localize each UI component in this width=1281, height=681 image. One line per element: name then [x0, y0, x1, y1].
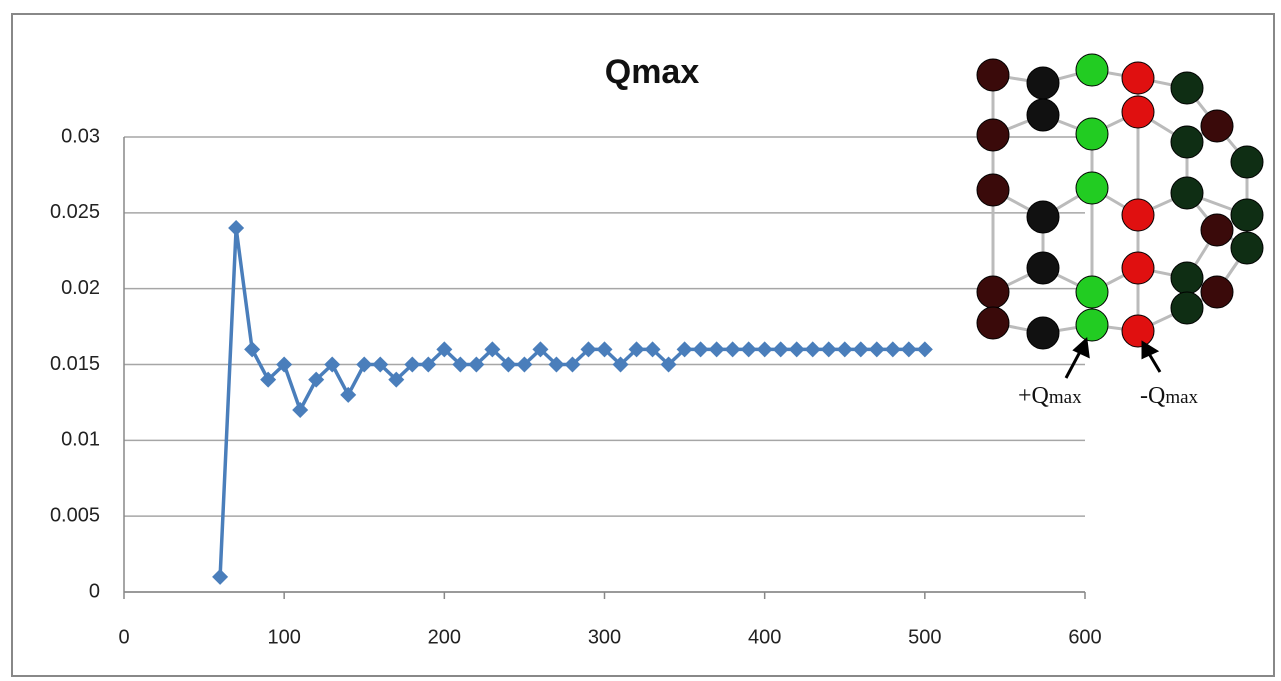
x-tick-label: 200 — [428, 626, 461, 648]
y-tick-label: 0 — [89, 580, 100, 602]
x-tick-label: 500 — [908, 626, 941, 648]
atom — [1122, 315, 1154, 347]
atom — [1027, 201, 1059, 233]
atom — [1171, 292, 1203, 324]
x-tick-label: 300 — [588, 626, 621, 648]
x-tick-label: 400 — [748, 626, 781, 648]
y-tick-label: 0.03 — [61, 125, 100, 147]
atom — [1201, 110, 1233, 142]
y-tick-label: 0.01 — [61, 429, 100, 451]
atom — [1122, 252, 1154, 284]
atom — [1076, 118, 1108, 150]
x-tick-label: 100 — [267, 626, 300, 648]
atom — [1076, 309, 1108, 341]
y-tick-label: 0.005 — [50, 504, 100, 526]
y-tick-label: 0.015 — [50, 353, 100, 375]
atom — [1027, 252, 1059, 284]
atom — [1122, 96, 1154, 128]
atom — [1171, 72, 1203, 104]
atom — [1122, 199, 1154, 231]
annotation-subscript: max — [1165, 387, 1198, 408]
atom — [1231, 199, 1263, 231]
chart-title: Qmax — [605, 53, 700, 91]
atom — [977, 174, 1009, 206]
atom — [1201, 276, 1233, 308]
atom — [1231, 146, 1263, 178]
atom — [1171, 177, 1203, 209]
atom — [977, 307, 1009, 339]
annotation-base: -Q — [1140, 383, 1165, 409]
x-tick-label: 0 — [118, 626, 129, 648]
atom — [977, 276, 1009, 308]
atom — [1122, 62, 1154, 94]
atom — [1171, 262, 1203, 294]
atom — [1076, 276, 1108, 308]
atom — [1171, 126, 1203, 158]
atom — [1231, 232, 1263, 264]
x-tick-label: 600 — [1068, 626, 1101, 648]
atom — [977, 119, 1009, 151]
annotation: +Qmax — [1018, 383, 1082, 409]
atom — [1076, 172, 1108, 204]
atom — [1027, 67, 1059, 99]
chart: Qmax 0 0.005 0.01 0.015 0.02 0.025 0.03 0 100 200… — [0, 0, 1281, 681]
atom — [1076, 54, 1108, 86]
y-tick-label: 0.025 — [50, 201, 100, 223]
annotation-subscript: max — [1049, 387, 1082, 408]
atom — [977, 59, 1009, 91]
y-tick-label: 0.02 — [61, 277, 100, 299]
atom — [1027, 317, 1059, 349]
atom — [1027, 99, 1059, 131]
annotation: -Qmax — [1140, 383, 1199, 409]
atom — [1201, 214, 1233, 246]
page: Qmax 0 0.005 0.01 0.015 0.02 0.025 0.03 0 100 200… — [0, 0, 1281, 681]
annotation-base: +Q — [1018, 383, 1049, 409]
